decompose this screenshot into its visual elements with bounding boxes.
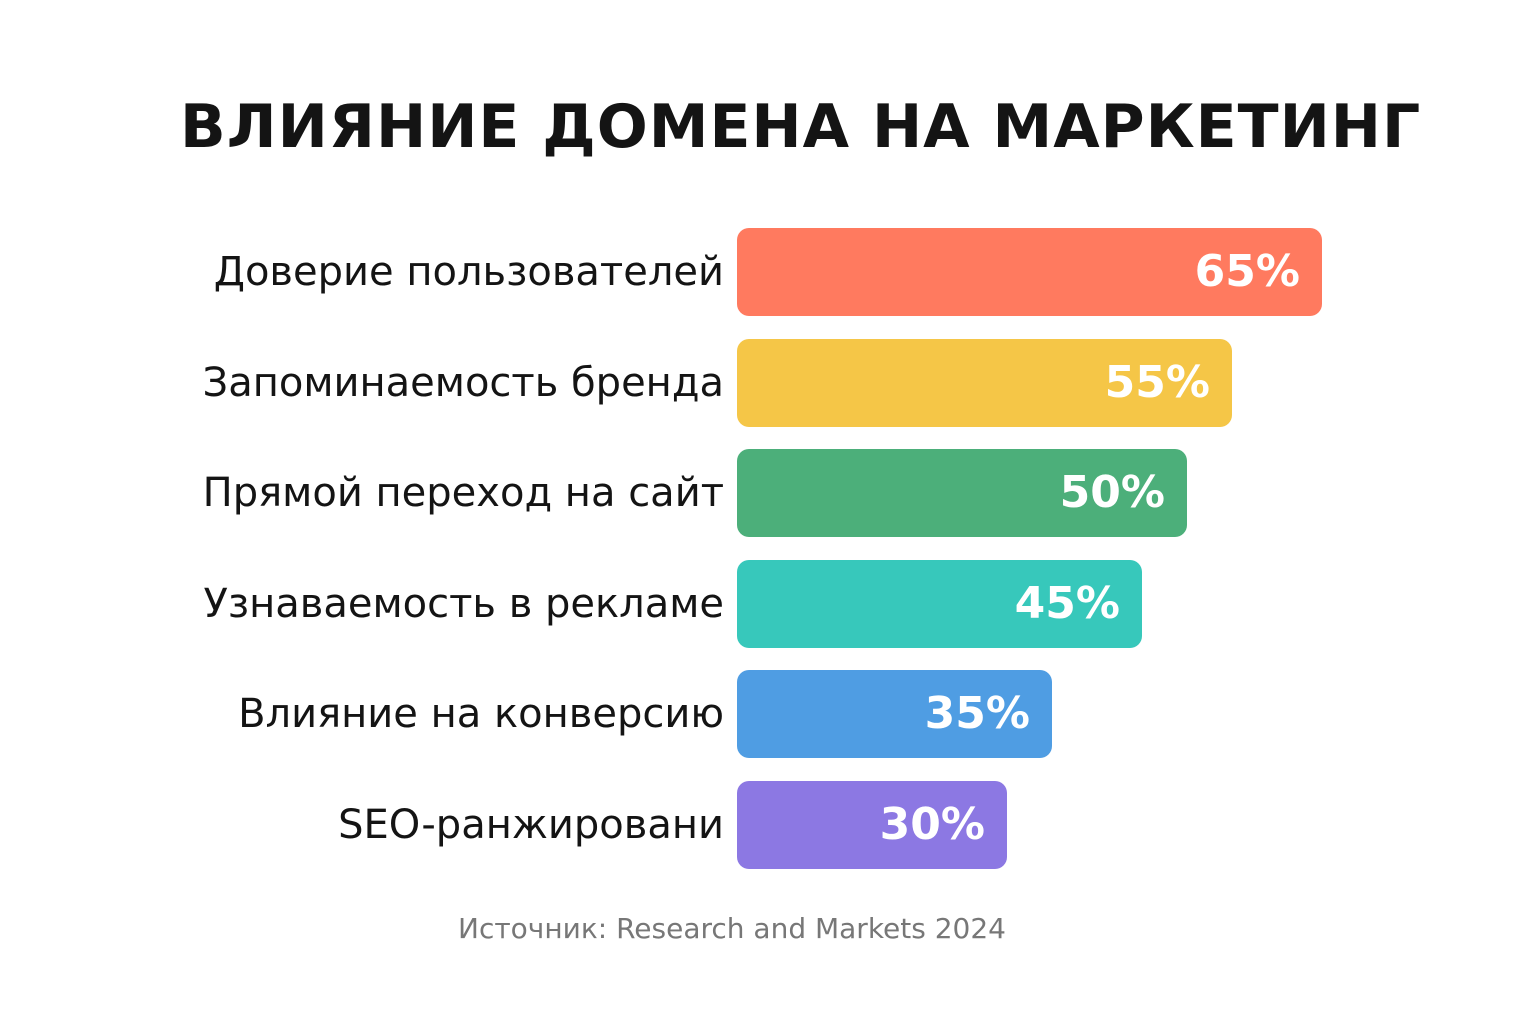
category-label: Запоминаемость бренда [202,360,724,406]
category-label: Прямой переход на сайт [202,470,724,516]
category-label: SEO-ранжировани [338,802,724,848]
bar: 50% [737,449,1187,537]
bar-value-label: 45% [1014,578,1120,629]
category-label: Влияние на конверсию [238,691,724,737]
bar: 65% [737,228,1322,316]
source-note: Источник: Research and Markets 2024 [458,912,1006,945]
bar-value-label: 65% [1194,246,1300,297]
bar-value-label: 30% [879,799,985,850]
bar-value-label: 55% [1104,357,1210,408]
bar: 30% [737,781,1007,869]
bar-value-label: 35% [924,688,1030,739]
bar: 55% [737,339,1232,427]
bar: 45% [737,560,1142,648]
bar: 35% [737,670,1052,758]
category-label: Узнаваемость в рекламе [203,581,724,627]
chart-title: ВЛИЯНИЕ ДОМЕНА НА МАРКЕТИНГ [180,92,1422,162]
bar-value-label: 50% [1059,467,1165,518]
category-label: Доверие пользователей [213,249,724,295]
